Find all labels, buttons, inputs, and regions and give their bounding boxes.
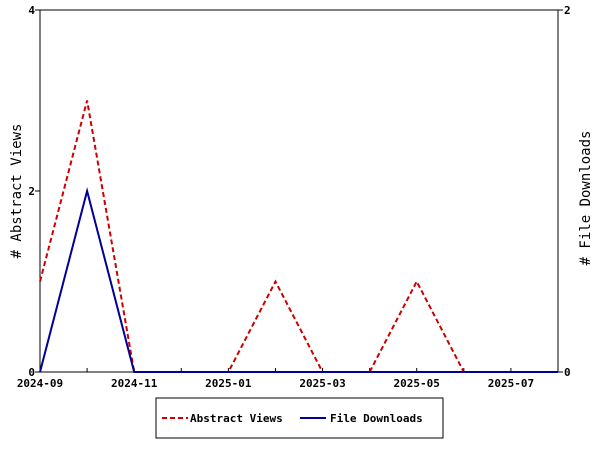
x-tick-label: 2024-09 [17, 377, 63, 390]
y-left-tick-label: 0 [28, 366, 35, 379]
x-tick-label: 2025-01 [205, 377, 252, 390]
x-tick-label: 2025-05 [394, 377, 440, 390]
x-tick-label: 2025-07 [488, 377, 534, 390]
y-left-tick-label: 4 [28, 4, 35, 17]
y-right-axis-title: # File Downloads [578, 131, 594, 266]
y-right-tick-label: 0 [564, 366, 571, 379]
y-axis-right: 02 [558, 4, 571, 379]
legend-box [155, 397, 444, 439]
x-tick-label: 2024-11 [111, 377, 158, 390]
legend-label-file-downloads: File Downloads [330, 412, 423, 425]
legend-label-abstract-views: Abstract Views [190, 412, 283, 425]
y-left-axis-title: # Abstract Views [9, 124, 25, 259]
legend: Abstract Views File Downloads [155, 397, 444, 439]
series-line-file-downloads [39, 187, 558, 373]
y-right-tick-label: 2 [564, 4, 571, 17]
y-left-tick-label: 2 [28, 185, 35, 198]
series-layer [39, 100, 558, 373]
y-axis-left: 0 2 4 [28, 4, 40, 379]
x-tick-label: 2025-03 [299, 377, 345, 390]
